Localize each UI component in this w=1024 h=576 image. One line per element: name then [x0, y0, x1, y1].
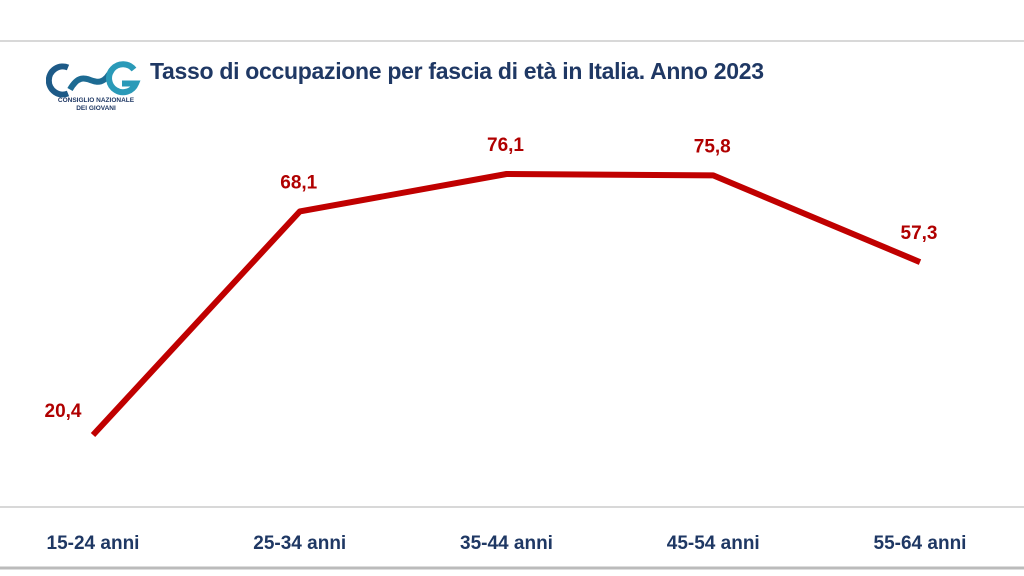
- data-label: 76,1: [487, 135, 524, 156]
- cng-logo: [46, 61, 141, 98]
- series-line: [90, 170, 922, 438]
- data-label: 68,1: [280, 172, 317, 193]
- x-tick-label: 35-44 anni: [460, 533, 553, 554]
- logo-subtitle-line2: DEI GIOVANI: [76, 105, 116, 112]
- x-tick-label: 45-54 anni: [667, 533, 760, 554]
- x-tick-label: 55-64 anni: [874, 533, 967, 554]
- x-tick-label: 15-24 anni: [47, 533, 140, 554]
- logo-subtitle: CONSIGLIO NAZIONALE DEI GIOVANI: [46, 97, 146, 113]
- x-tick-label: 25-34 anni: [253, 533, 346, 554]
- top-divider: [0, 40, 1024, 42]
- chart-title: Tasso di occupazione per fascia di età i…: [150, 58, 764, 84]
- logo-subtitle-line1: CONSIGLIO NAZIONALE: [57, 97, 135, 104]
- data-label: 57,3: [901, 223, 938, 244]
- data-label: 20,4: [45, 401, 82, 422]
- data-label: 75,8: [694, 136, 731, 157]
